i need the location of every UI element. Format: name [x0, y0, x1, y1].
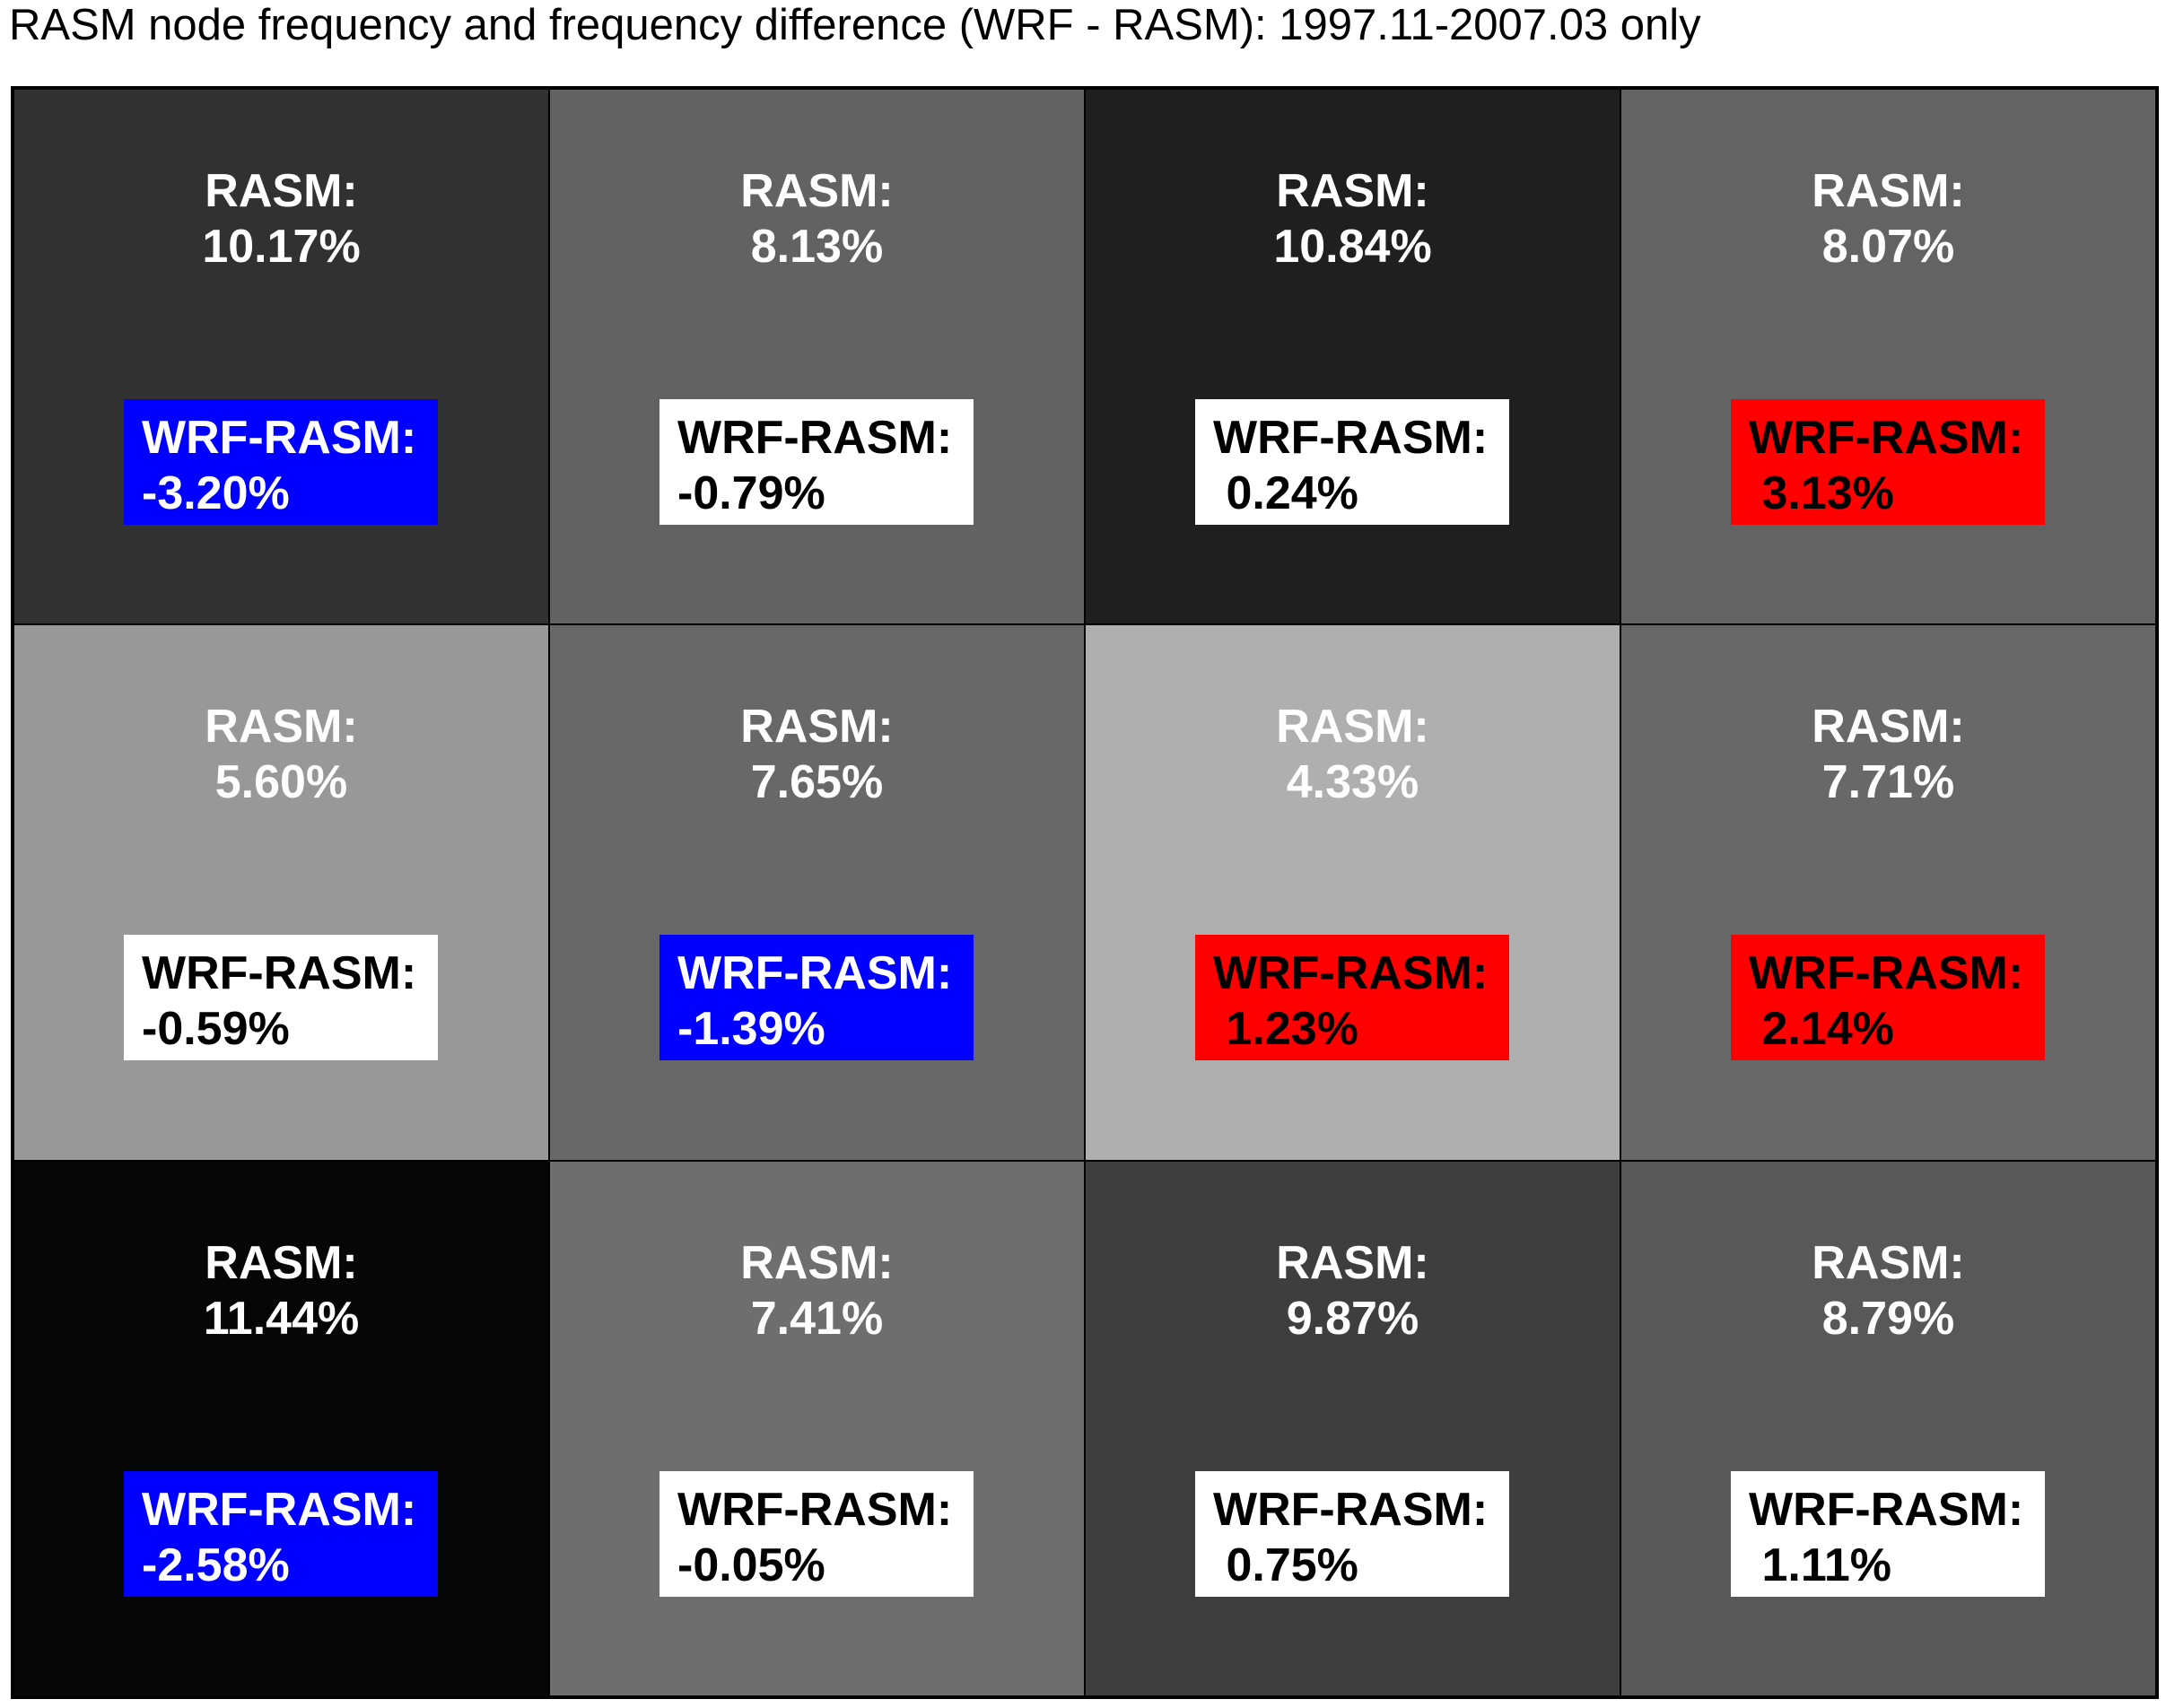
wrf-rasm-difference: WRF-RASM: -0.59% — [124, 935, 438, 1061]
difference-value: 0.75% — [1213, 1538, 1358, 1591]
difference-label: WRF-RASM: — [677, 1483, 953, 1536]
node-cell-7: RASM: 4.33% WRF-RASM: 1.23% — [1085, 624, 1620, 1161]
difference-value: 1.23% — [1213, 1003, 1358, 1056]
node-cell-2: RASM: 8.13% WRF-RASM: -0.79% — [549, 89, 1085, 625]
node-cell-11: RASM: 9.87% WRF-RASM: 0.75% — [1085, 1160, 1620, 1696]
rasm-value: 8.07% — [1821, 221, 1955, 273]
rasm-value: 10.17% — [202, 221, 361, 273]
node-cell-8: RASM: 7.71% WRF-RASM: 2.14% — [1620, 624, 2156, 1161]
rasm-frequency: RASM: 7.41% — [550, 1235, 1084, 1346]
chart-title: RASM node frequency and frequency differ… — [9, 1, 1701, 49]
difference-value: 0.24% — [1213, 467, 1358, 519]
node-cell-5: RASM: 5.60% WRF-RASM: -0.59% — [13, 624, 549, 1161]
rasm-frequency: RASM: 8.13% — [550, 163, 1084, 274]
difference-label: WRF-RASM: — [1749, 1483, 2024, 1536]
node-cell-3: RASM: 10.84% WRF-RASM: 0.24% — [1085, 89, 1620, 625]
wrf-rasm-difference: WRF-RASM: 1.11% — [1731, 1470, 2045, 1597]
rasm-frequency: RASM: 8.79% — [1621, 1235, 2155, 1346]
rasm-label: RASM: — [1812, 165, 1965, 217]
node-cell-6: RASM: 7.65% WRF-RASM: -1.39% — [549, 624, 1085, 1161]
node-cell-9: RASM: 11.44% WRF-RASM: -2.58% — [13, 1160, 549, 1696]
difference-label: WRF-RASM: — [142, 1483, 417, 1536]
difference-label: WRF-RASM: — [142, 412, 417, 464]
rasm-label: RASM: — [205, 165, 358, 217]
wrf-rasm-difference: WRF-RASM: 0.24% — [1195, 399, 1509, 525]
node-cell-10: RASM: 7.41% WRF-RASM: -0.05% — [549, 1160, 1085, 1696]
rasm-value: 10.84% — [1273, 221, 1432, 273]
wrf-rasm-difference: WRF-RASM: 0.75% — [1195, 1470, 1509, 1597]
node-grid: RASM: 10.17% WRF-RASM: -3.20% RASM: 8.13% WRF-… — [11, 86, 2159, 1699]
wrf-rasm-difference: WRF-RASM: 3.13% — [1731, 399, 2045, 525]
rasm-value: 11.44% — [203, 1292, 360, 1345]
rasm-label: RASM: — [1276, 165, 1429, 217]
wrf-rasm-difference: WRF-RASM: 1.23% — [1195, 935, 1509, 1061]
difference-label: WRF-RASM: — [1749, 947, 2024, 1000]
difference-value: 2.14% — [1749, 1003, 1894, 1056]
difference-value: 3.13% — [1749, 467, 1894, 519]
rasm-label: RASM: — [205, 1236, 358, 1289]
wrf-rasm-difference: WRF-RASM: -3.20% — [124, 399, 438, 525]
rasm-value: 7.41% — [750, 1292, 884, 1345]
rasm-label: RASM: — [1812, 1236, 1965, 1289]
difference-value: -0.79% — [677, 467, 825, 519]
wrf-rasm-difference: WRF-RASM: -0.05% — [659, 1470, 974, 1597]
rasm-frequency: RASM: 4.33% — [1086, 699, 1620, 810]
rasm-value: 8.13% — [750, 221, 884, 273]
rasm-frequency: RASM: 11.44% — [14, 1235, 548, 1346]
difference-label: WRF-RASM: — [142, 947, 417, 1000]
rasm-label: RASM: — [205, 701, 358, 754]
rasm-value: 4.33% — [1286, 756, 1419, 809]
wrf-rasm-difference: WRF-RASM: 2.14% — [1731, 935, 2045, 1061]
rasm-label: RASM: — [1276, 701, 1429, 754]
rasm-frequency: RASM: 5.60% — [14, 699, 548, 810]
difference-label: WRF-RASM: — [677, 412, 953, 464]
difference-label: WRF-RASM: — [677, 947, 953, 1000]
rasm-frequency: RASM: 7.71% — [1621, 699, 2155, 810]
rasm-frequency: RASM: 10.84% — [1086, 163, 1620, 274]
difference-value: -2.58% — [142, 1538, 290, 1591]
rasm-label: RASM: — [740, 701, 894, 754]
rasm-value: 8.79% — [1821, 1292, 1955, 1345]
difference-label: WRF-RASM: — [1213, 947, 1489, 1000]
difference-label: WRF-RASM: — [1213, 412, 1489, 464]
wrf-rasm-difference: WRF-RASM: -0.79% — [659, 399, 974, 525]
node-cell-12: RASM: 8.79% WRF-RASM: 1.11% — [1620, 1160, 2156, 1696]
difference-label: WRF-RASM: — [1213, 1483, 1489, 1536]
rasm-frequency: RASM: 9.87% — [1086, 1235, 1620, 1346]
difference-value: -1.39% — [677, 1003, 825, 1056]
wrf-rasm-difference: WRF-RASM: -2.58% — [124, 1470, 438, 1597]
rasm-value: 7.71% — [1821, 756, 1955, 809]
rasm-label: RASM: — [740, 165, 894, 217]
wrf-rasm-difference: WRF-RASM: -1.39% — [659, 935, 974, 1061]
difference-value: -3.20% — [142, 467, 290, 519]
difference-value: 1.11% — [1749, 1538, 1892, 1591]
difference-value: -0.05% — [677, 1538, 825, 1591]
rasm-frequency: RASM: 7.65% — [550, 699, 1084, 810]
rasm-value: 7.65% — [750, 756, 884, 809]
difference-value: -0.59% — [142, 1003, 290, 1056]
rasm-frequency: RASM: 10.17% — [14, 163, 548, 274]
rasm-value: 9.87% — [1286, 1292, 1419, 1345]
node-cell-1: RASM: 10.17% WRF-RASM: -3.20% — [13, 89, 549, 625]
difference-label: WRF-RASM: — [1749, 412, 2024, 464]
rasm-label: RASM: — [1276, 1236, 1429, 1289]
rasm-value: 5.60% — [214, 756, 348, 809]
rasm-label: RASM: — [740, 1236, 894, 1289]
rasm-label: RASM: — [1812, 701, 1965, 754]
rasm-frequency: RASM: 8.07% — [1621, 163, 2155, 274]
node-cell-4: RASM: 8.07% WRF-RASM: 3.13% — [1620, 89, 2156, 625]
